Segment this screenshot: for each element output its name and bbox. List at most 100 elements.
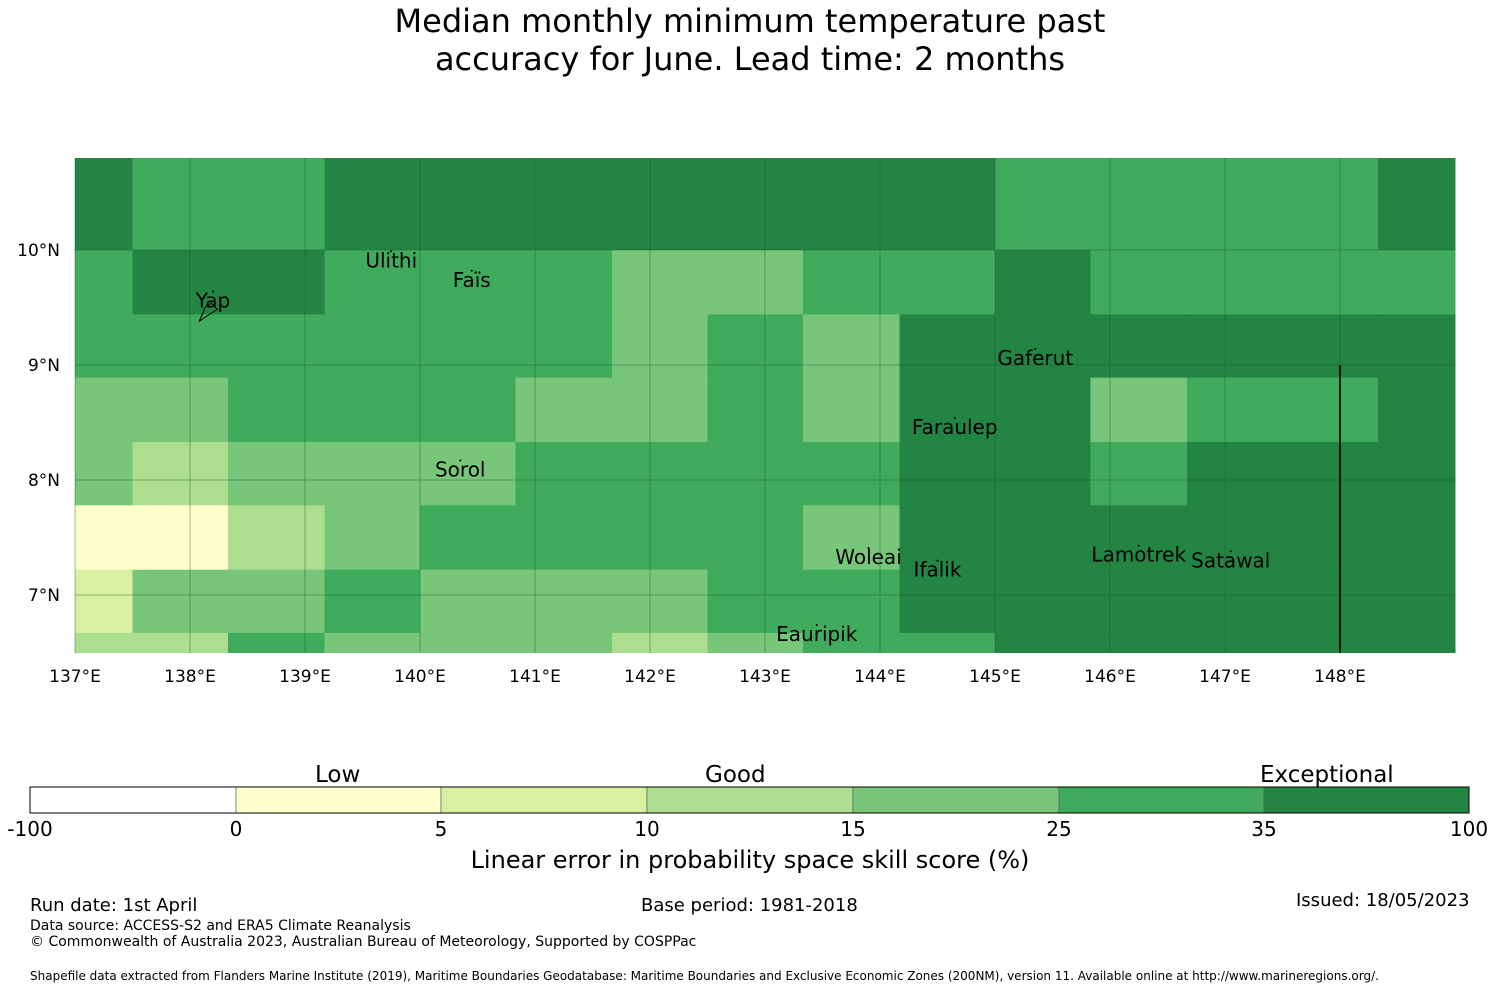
colorbar-segment xyxy=(1058,786,1265,814)
category-label-low: Low xyxy=(315,762,361,788)
longitude-tick-label: 138°E xyxy=(164,667,216,687)
grid-cell xyxy=(1090,314,1188,379)
grid-cell xyxy=(324,377,421,443)
grid-cell xyxy=(1377,442,1456,506)
grid-cell xyxy=(1090,632,1188,653)
title-line-2: accuracy for June. Lead time: 2 months xyxy=(434,40,1066,78)
grid-cell xyxy=(515,377,613,443)
island-marker xyxy=(459,459,462,462)
grid-cell xyxy=(995,569,1091,634)
data-source: Data source: ACCESS-S2 and ERA5 Climate … xyxy=(30,918,411,934)
grid-cell xyxy=(420,314,516,379)
grid-cell xyxy=(420,442,516,506)
place-label: Gaferut xyxy=(997,346,1073,370)
category-label-exceptional: Exceptional xyxy=(1260,762,1394,788)
chart-title: Median monthly minimum temperature past … xyxy=(0,2,1500,78)
grid-cell xyxy=(227,158,326,251)
colorbar-tick: -100 xyxy=(7,817,53,841)
grid-cell xyxy=(75,377,133,443)
grid-cell xyxy=(802,505,901,571)
grid-cell xyxy=(612,377,708,443)
grid-cell xyxy=(227,314,326,379)
grid-cell xyxy=(707,377,804,443)
grid-cell xyxy=(1377,250,1456,315)
latitude-tick-label: 10°N xyxy=(17,241,60,261)
grid-cell xyxy=(995,505,1091,571)
grid-cell xyxy=(1187,442,1283,506)
grid-cell xyxy=(612,314,708,379)
grid-cell xyxy=(1377,569,1456,634)
colorbar-tick: 25 xyxy=(1046,817,1072,841)
grid-cell xyxy=(1377,632,1456,653)
longitude-tick-label: 145°E xyxy=(969,667,1021,687)
grid-cell xyxy=(227,377,326,443)
island-marker xyxy=(936,559,939,562)
grid-cell xyxy=(1377,505,1456,571)
longitude-tick-label: 141°E xyxy=(509,667,561,687)
grid-cell xyxy=(707,632,804,653)
grid-cell xyxy=(899,505,996,571)
grid-cell xyxy=(995,158,1091,251)
grid-cell xyxy=(515,632,613,653)
grid-cell xyxy=(420,377,516,443)
grid-cell xyxy=(1187,632,1283,653)
yap-island-outline xyxy=(198,302,219,323)
longitude-tick-label: 148°E xyxy=(1314,667,1366,687)
grid-cell xyxy=(1187,569,1283,634)
colorbar-segment xyxy=(440,786,648,814)
run-date: Run date: 1st April xyxy=(30,895,198,916)
grid-cell xyxy=(1090,569,1188,634)
place-label: Ulithi xyxy=(365,248,417,272)
grid-cell xyxy=(420,632,516,653)
grid-cell xyxy=(802,442,901,506)
longitude-tick-label: 139°E xyxy=(279,667,331,687)
island-marker xyxy=(1229,550,1232,553)
island-marker xyxy=(1137,544,1140,547)
grid-cell xyxy=(899,314,996,379)
colorbar-segment xyxy=(1263,786,1470,814)
island-marker xyxy=(470,269,473,272)
place-label: Satawal xyxy=(1191,548,1270,572)
grid-cell xyxy=(1377,314,1456,379)
island-marker xyxy=(212,290,214,293)
grid-cell xyxy=(1377,377,1456,443)
grid-cell xyxy=(1187,377,1283,443)
grid-cell xyxy=(1187,505,1283,571)
grid-cell xyxy=(707,442,804,506)
grid-cell xyxy=(132,377,229,443)
grid-cell xyxy=(132,314,229,379)
island-marker xyxy=(953,417,956,419)
grid-cell xyxy=(324,250,421,315)
grid-cell xyxy=(1282,377,1379,443)
grid-cell xyxy=(899,632,996,653)
grid-cell xyxy=(132,632,229,653)
grid-cell xyxy=(802,569,901,634)
grid-cell xyxy=(1090,442,1188,506)
grid-cell xyxy=(1282,250,1379,315)
colorbar-tick: 10 xyxy=(634,817,660,841)
grid-cell xyxy=(324,314,421,379)
grid-cell xyxy=(515,314,613,379)
grid-cell xyxy=(420,569,516,634)
grid-cell xyxy=(612,505,708,571)
place-label: Faïs xyxy=(453,268,491,292)
grid-cell xyxy=(802,314,901,379)
grid-cell xyxy=(75,442,133,506)
grid-cell xyxy=(515,505,613,571)
grid-cell xyxy=(707,158,804,251)
grid-cell xyxy=(612,250,708,315)
colorbar-tick: 5 xyxy=(434,817,448,841)
grid-cell xyxy=(1187,250,1283,315)
grid-cell xyxy=(1187,158,1283,251)
colorbar-segment xyxy=(852,786,1060,814)
colorbar-segment xyxy=(29,786,237,814)
grid-cell xyxy=(227,569,326,634)
grid-cell xyxy=(324,158,421,251)
longitude-tick-label: 142°E xyxy=(624,667,676,687)
grid-cell xyxy=(802,377,901,443)
grid-cell xyxy=(132,442,229,506)
grid-cell xyxy=(1090,158,1188,251)
grid-cell xyxy=(802,632,901,653)
grid-cell xyxy=(515,158,613,251)
grid-cell xyxy=(995,314,1091,379)
